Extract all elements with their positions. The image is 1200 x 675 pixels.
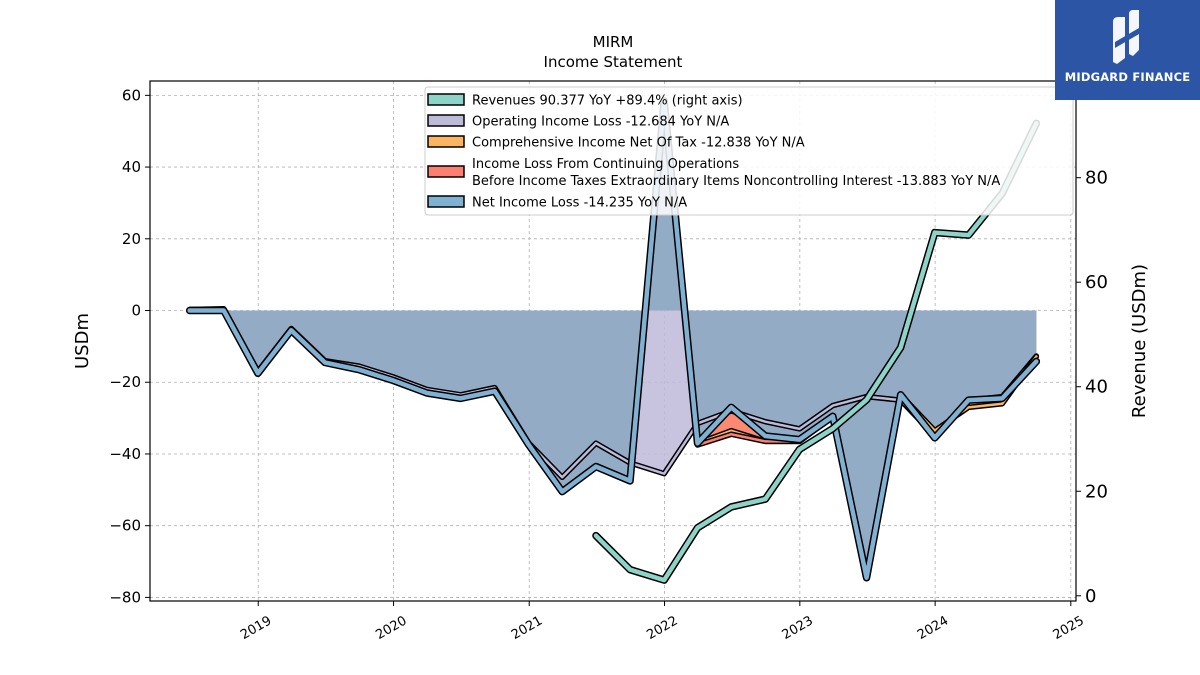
legend-label: Revenues 90.377 YoY +89.4% (right axis) (472, 94, 743, 109)
line-revenues (593, 121, 1039, 583)
legend-swatch (427, 114, 465, 127)
y-right-tick-label: 20 (1085, 481, 1108, 502)
legend-label: Net Income Loss -14.235 YoY N/A (472, 196, 687, 211)
y-axis-right-label: Revenue (USDm) (1129, 264, 1150, 418)
legend-label: Before Income Taxes Extraordinary Items … (472, 174, 1000, 189)
brand-logo-mark-icon (1113, 10, 1139, 64)
y-tick-label: 20 (122, 230, 141, 248)
legend-swatch (427, 135, 465, 148)
brand-logo: MIDGARD FINANCE (1055, 0, 1200, 100)
x-tick-label: 2020 (373, 613, 409, 643)
legend-swatch (427, 93, 465, 106)
x-tick-label: 2019 (238, 613, 274, 643)
y-axis-label: USDm (72, 313, 93, 369)
x-tick-label: 2021 (509, 613, 545, 643)
area-fills (189, 100, 1037, 578)
x-tick-label: 2024 (915, 613, 951, 643)
legend-label: Comprehensive Income Net Of Tax -12.838 … (472, 136, 805, 151)
x-tick-label: 2023 (780, 613, 816, 643)
area-net-income-loss (189, 100, 1037, 578)
y-tick-label: −60 (109, 517, 141, 535)
brand-name: MIDGARD FINANCE (1064, 70, 1191, 84)
legend-box (424, 86, 1074, 216)
legend-swatch (427, 165, 465, 178)
y-tick-label: −80 (109, 588, 141, 606)
y-right-tick-label: 80 (1085, 168, 1108, 189)
x-tick-label: 2022 (644, 613, 680, 643)
legend-label: Income Loss From Continuing Operations (472, 157, 739, 172)
series-lines (185, 96, 1041, 584)
y-tick-label: −40 (109, 445, 141, 463)
y-right-tick-label: 0 (1085, 586, 1096, 607)
legend-label: Operating Income Loss -12.684 YoY N/A (472, 115, 729, 130)
line-net-income-loss (187, 98, 1039, 580)
y-tick-label: −20 (109, 373, 141, 391)
chart-title: MIRM (593, 33, 634, 51)
legend-swatch (427, 195, 465, 208)
x-tick-label: 2025 (1051, 613, 1087, 643)
legend: Revenues 90.377 YoY +89.4% (right axis) O… (424, 86, 1074, 216)
y-tick-label: 40 (122, 158, 141, 176)
y-right-tick-label: 40 (1085, 377, 1108, 398)
y-tick-label: 0 (131, 302, 141, 320)
chart-subtitle: Income Statement (544, 53, 683, 71)
y-right-tick-label: 60 (1085, 272, 1108, 293)
plot-frame (149, 80, 1077, 602)
y-tick-label: 60 (122, 86, 141, 104)
